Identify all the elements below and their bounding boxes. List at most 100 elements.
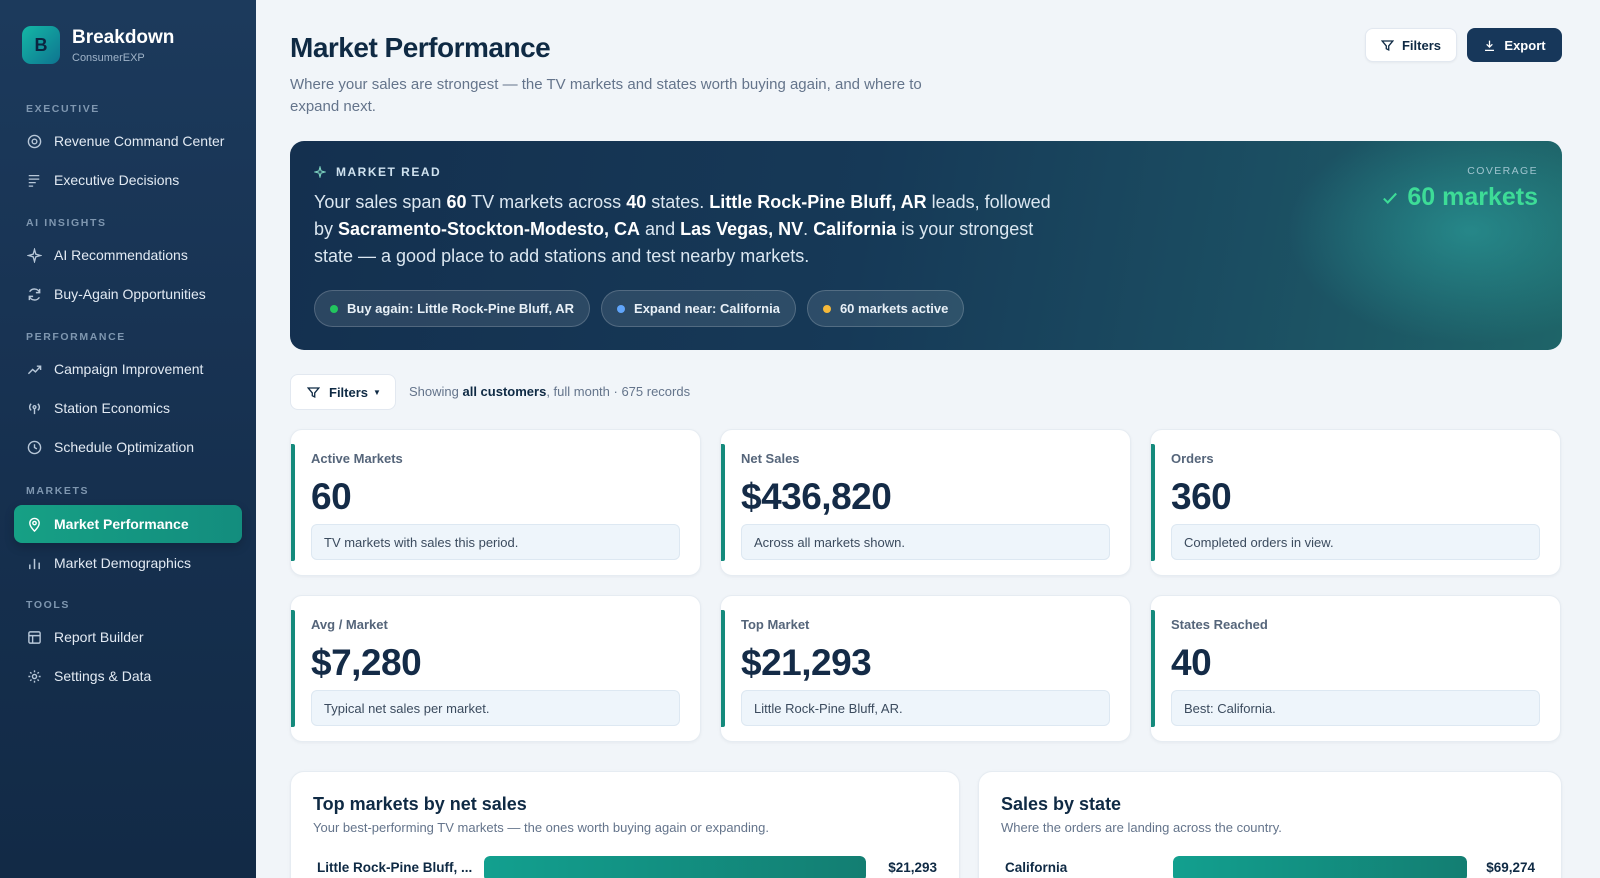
broadcast-icon: [26, 400, 42, 416]
refresh-icon: [26, 286, 42, 302]
sidebar-item-label: Market Performance: [54, 516, 189, 532]
filter-icon: [307, 386, 320, 399]
sidebar: B Breakdown ConsumerEXP EXECUTIVE Revenu…: [0, 0, 256, 878]
main-content: Market Performance Where your sales are …: [256, 0, 1600, 878]
bar-chart-icon: [26, 555, 42, 571]
sidebar-item-label: Campaign Improvement: [54, 361, 204, 377]
sidebar-item-campaign-improvement[interactable]: Campaign Improvement: [14, 350, 242, 388]
kpi-states-reached: States Reached 40 Best: California.: [1150, 595, 1561, 742]
filters-dropdown-label: Filters: [329, 384, 369, 400]
kpi-note: Across all markets shown.: [741, 524, 1110, 560]
bar-fill: [1173, 856, 1467, 878]
kpi-label: States Reached: [1171, 617, 1268, 632]
summary-top-state: California: [813, 219, 897, 239]
showing-summary: Showing all customers, full month · 675 …: [409, 384, 691, 399]
bar-label: California: [1005, 860, 1068, 875]
sidebar-item-station-economics[interactable]: Station Economics: [14, 389, 242, 427]
sidebar-item-market-demographics[interactable]: Market Demographics: [14, 544, 242, 582]
sparkle-icon: [26, 247, 42, 263]
kpi-value: 40: [1171, 642, 1212, 683]
status-dot: [617, 304, 626, 313]
summary-third-market: Las Vegas, NV: [680, 219, 804, 239]
kpi-value: $21,293: [741, 642, 872, 683]
sidebar-item-label: Schedule Optimization: [54, 439, 195, 455]
filters-dropdown[interactable]: Filters ▼: [290, 374, 396, 410]
download-icon: [1483, 39, 1496, 52]
kpi-label: Avg / Market: [311, 617, 388, 632]
kpi-note: Completed orders in view.: [1171, 524, 1540, 560]
state-bar-row[interactable]: California $69,274: [1005, 856, 1537, 878]
panel-title: Sales by state: [1001, 794, 1122, 814]
bar-fill: [484, 856, 866, 878]
chip-expand-near[interactable]: Expand near: California: [601, 290, 796, 327]
table-icon: [26, 629, 42, 645]
sidebar-item-label: AI Recommendations: [54, 247, 188, 263]
kpi-note: Typical net sales per market.: [311, 690, 680, 726]
map-pin-icon: [26, 516, 42, 532]
sidebar-item-buy-again-opportunities[interactable]: Buy-Again Opportunities: [14, 275, 242, 313]
panel-title: Top markets by net sales: [313, 794, 527, 814]
kpi-active-markets: Active Markets 60 TV markets with sales …: [290, 429, 701, 576]
kpi-top-market: Top Market $21,293 Little Rock-Pine Bluf…: [720, 595, 1131, 742]
brand-logo: B: [22, 26, 60, 64]
market-read-summary: Your sales span 60 TV markets across 40 …: [314, 192, 1051, 266]
nav-section-markets: MARKETS: [26, 485, 90, 497]
coverage-value: 60 markets: [1381, 183, 1538, 212]
market-read-kicker-label: MARKET READ: [336, 165, 442, 179]
header-filters-button[interactable]: Filters: [1365, 28, 1457, 62]
brand[interactable]: B Breakdown ConsumerEXP: [22, 26, 174, 64]
top-markets-panel: Top markets by net sales Your best-perfo…: [290, 771, 960, 878]
panel-subtitle: Your best-performing TV markets — the on…: [313, 820, 769, 835]
header-filters-label: Filters: [1401, 37, 1441, 53]
nav-section-ai-insights: AI INSIGHTS: [26, 217, 107, 229]
sidebar-item-schedule-optimization[interactable]: Schedule Optimization: [14, 428, 242, 466]
page-subtitle: Where your sales are strongest — the TV …: [290, 76, 922, 115]
summary-market-count: 60: [446, 192, 467, 212]
nav-section-executive: EXECUTIVE: [26, 103, 100, 115]
caret-down-icon: ▼: [373, 387, 381, 397]
panel-subtitle: Where the orders are landing across the …: [1001, 820, 1282, 835]
kpi-note: TV markets with sales this period.: [311, 524, 680, 560]
kpi-label: Top Market: [741, 617, 810, 632]
kpi-label: Active Markets: [311, 451, 403, 466]
gear-icon: [26, 668, 42, 684]
brand-name: Breakdown: [72, 26, 175, 48]
kpi-note: Best: California.: [1171, 690, 1540, 726]
kpi-avg-per-market: Avg / Market $7,280 Typical net sales pe…: [290, 595, 701, 742]
sidebar-item-revenue-command-center[interactable]: Revenue Command Center: [14, 122, 242, 160]
sidebar-item-ai-recommendations[interactable]: AI Recommendations: [14, 236, 242, 274]
insight-chips: Buy again: Little Rock-Pine Bluff, AR Ex…: [314, 290, 965, 327]
trend-icon: [26, 361, 42, 377]
kpi-net-sales: Net Sales $436,820 Across all markets sh…: [720, 429, 1131, 576]
sidebar-item-label: Executive Decisions: [54, 172, 180, 188]
chip-buy-again[interactable]: Buy again: Little Rock-Pine Bluff, AR: [314, 290, 591, 327]
coverage-label: COVERAGE: [1467, 165, 1538, 177]
summary-lead-market: Little Rock-Pine Bluff, AR: [709, 192, 927, 212]
coverage-value-text: 60 markets: [1407, 183, 1538, 211]
sidebar-item-label: Buy-Again Opportunities: [54, 286, 206, 302]
clock-icon: [26, 439, 42, 455]
filter-icon: [1380, 39, 1394, 52]
bar-value: $69,274: [1486, 860, 1535, 875]
market-bar-row[interactable]: Little Rock-Pine Bluff, ... $21,293: [317, 856, 937, 878]
sidebar-item-executive-decisions[interactable]: Executive Decisions: [14, 161, 242, 199]
sidebar-item-label: Settings & Data: [54, 668, 152, 684]
kpi-label: Orders: [1171, 451, 1214, 466]
sidebar-item-label: Revenue Command Center: [54, 133, 225, 149]
kpi-note: Little Rock-Pine Bluff, AR.: [741, 690, 1110, 726]
check-icon: [1381, 189, 1399, 207]
kpi-orders: Orders 360 Completed orders in view.: [1150, 429, 1561, 576]
market-read-kicker: MARKET READ: [314, 165, 441, 179]
summary-second-market: Sacramento-Stockton-Modesto, CA: [338, 219, 641, 239]
market-read-card: MARKET READ Your sales span 60 TV market…: [290, 141, 1562, 350]
nav-section-performance: PERFORMANCE: [26, 331, 126, 343]
kpi-value: $7,280: [311, 642, 422, 683]
export-label: Export: [1504, 37, 1546, 53]
chip-markets-active[interactable]: 60 markets active: [806, 290, 965, 327]
sidebar-item-report-builder[interactable]: Report Builder: [14, 618, 242, 656]
export-button[interactable]: Export: [1467, 28, 1562, 62]
sidebar-item-settings-data[interactable]: Settings & Data: [14, 657, 242, 695]
sidebar-item-market-performance[interactable]: Market Performance: [14, 505, 242, 543]
kpi-value: 60: [311, 476, 352, 517]
bar-track: [484, 856, 866, 878]
